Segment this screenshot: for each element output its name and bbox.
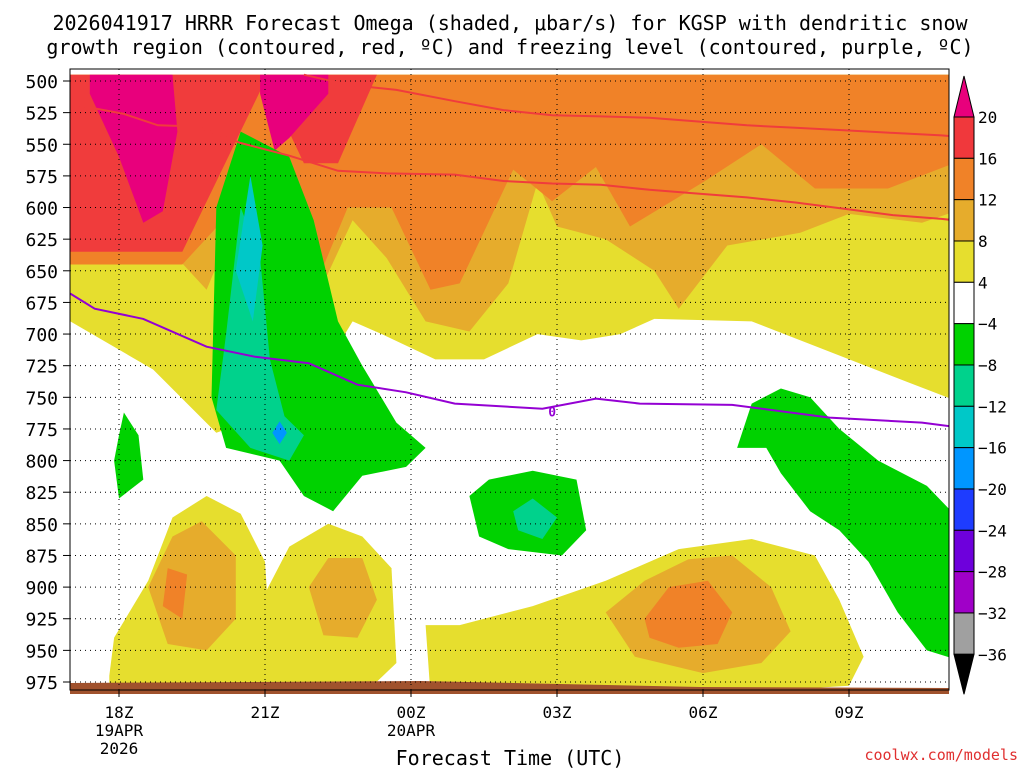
colorbar-bin	[953, 488, 975, 531]
y-tick-label: 850	[25, 515, 58, 536]
x-axis-label: Forecast Time (UTC)	[396, 746, 625, 768]
colorbar-label: 16	[978, 149, 997, 168]
colorbar-label: 8	[978, 232, 988, 251]
colorbar-label: −28	[978, 563, 1007, 582]
y-tick-label: 650	[25, 262, 58, 283]
dendritic-isotherm-line	[303, 73, 949, 137]
y-tick-label: 725	[25, 357, 58, 378]
omega-region-11	[513, 498, 557, 539]
y-tick-label: 950	[25, 641, 58, 662]
colorbar-bin	[953, 116, 975, 159]
x-tick-label: 18Z	[105, 703, 134, 722]
colorbar-bin	[953, 571, 975, 614]
colorbar-bin	[953, 447, 975, 490]
omega-region-5	[260, 74, 329, 151]
colorbar-bin	[953, 529, 975, 573]
omega-region-7	[114, 412, 144, 499]
y-axis: 500 525 550 575 600 625 650 675 700 725 750 775 800 8…	[25, 72, 70, 694]
omega-region-22	[644, 580, 733, 648]
x-tick-label: 21Z	[251, 703, 280, 722]
colorbar-bin-top	[953, 75, 975, 118]
plot-border	[69, 68, 950, 691]
y-tick-label: 775	[25, 420, 58, 441]
omega-region-17	[162, 568, 188, 619]
plot-frame	[69, 68, 950, 691]
y-tick-label: 825	[25, 483, 58, 504]
y-tick-label: 500	[25, 72, 58, 93]
x-tick-label: 00Z	[397, 703, 426, 722]
colorbar-label: −20	[978, 480, 1007, 499]
y-tick-label: 900	[25, 578, 58, 599]
colorbar-label: 4	[978, 273, 988, 292]
colorbar-bin	[953, 281, 975, 325]
y-tick-label: 600	[25, 199, 58, 220]
site-credit: coolwx.com/models	[864, 746, 1018, 764]
x-tick-label: 06Z	[689, 703, 718, 722]
colorbar-bin	[953, 612, 975, 655]
chart-title: 2026041917 HRRR Forecast Omega (shaded, …	[46, 11, 973, 59]
y-tick-label: 750	[25, 388, 58, 409]
y-tick-label: 925	[25, 610, 58, 631]
colorbar-label: −8	[978, 356, 997, 375]
colorbar-bin	[953, 364, 975, 407]
y-tick-label: 625	[25, 230, 58, 251]
freezing-level-label: 0	[548, 405, 556, 420]
y-tick-label: 550	[25, 135, 58, 156]
ground-surface	[70, 681, 949, 694]
colorbar-bin	[953, 157, 975, 201]
y-tick-label: 525	[25, 104, 58, 125]
colorbar-label: 20	[978, 108, 997, 127]
colorbar-label: −32	[978, 604, 1007, 623]
y-tick-label: 875	[25, 546, 58, 567]
colorbar-label: −16	[978, 439, 1007, 458]
colorbar-label: −12	[978, 397, 1007, 416]
y-tick-label: 700	[25, 325, 58, 346]
omega-region-19	[308, 558, 377, 638]
colorbar-bin	[953, 240, 975, 283]
y-tick-label: 575	[25, 167, 58, 188]
colorbar-bin	[953, 199, 975, 242]
y-tick-label: 800	[25, 452, 58, 473]
colorbar-bin	[953, 323, 975, 366]
x-tick-label: 2026	[100, 739, 139, 758]
colorbar-label: −36	[978, 645, 1007, 664]
omega-region-13	[235, 175, 263, 322]
x-tick-label: 09Z	[835, 703, 864, 722]
omega-region-9	[737, 388, 949, 658]
y-tick-label: 975	[25, 673, 58, 694]
colorbar-label: 12	[978, 191, 997, 210]
terrain	[70, 681, 949, 694]
colorbar-label: −24	[978, 521, 1007, 540]
colorbar: 20 16 12 8 4 −4 −8 −12 −16 −20 −24 −28 −32 −36	[953, 75, 1007, 695]
dendritic-isotherm-line	[70, 102, 949, 221]
x-tick-label: 20APR	[387, 721, 436, 740]
omega-region-16	[148, 521, 236, 651]
title-line-2: growth region (contoured, red, ºC) and f…	[46, 35, 973, 59]
colorbar-label: −4	[978, 315, 997, 334]
omega-region-14	[272, 421, 287, 445]
y-tick-label: 675	[25, 293, 58, 314]
contour-lines: 0	[70, 73, 949, 428]
grid	[70, 69, 949, 690]
colorbar-bin	[953, 405, 975, 449]
colorbar-bin-bottom	[953, 653, 975, 695]
x-tick-label: 19APR	[95, 721, 144, 740]
freezing-level-line	[70, 292, 949, 428]
omega-shading	[70, 74, 949, 690]
title-line-1: 2026041917 HRRR Forecast Omega (shaded, …	[52, 11, 968, 35]
x-tick-label: 03Z	[543, 703, 572, 722]
